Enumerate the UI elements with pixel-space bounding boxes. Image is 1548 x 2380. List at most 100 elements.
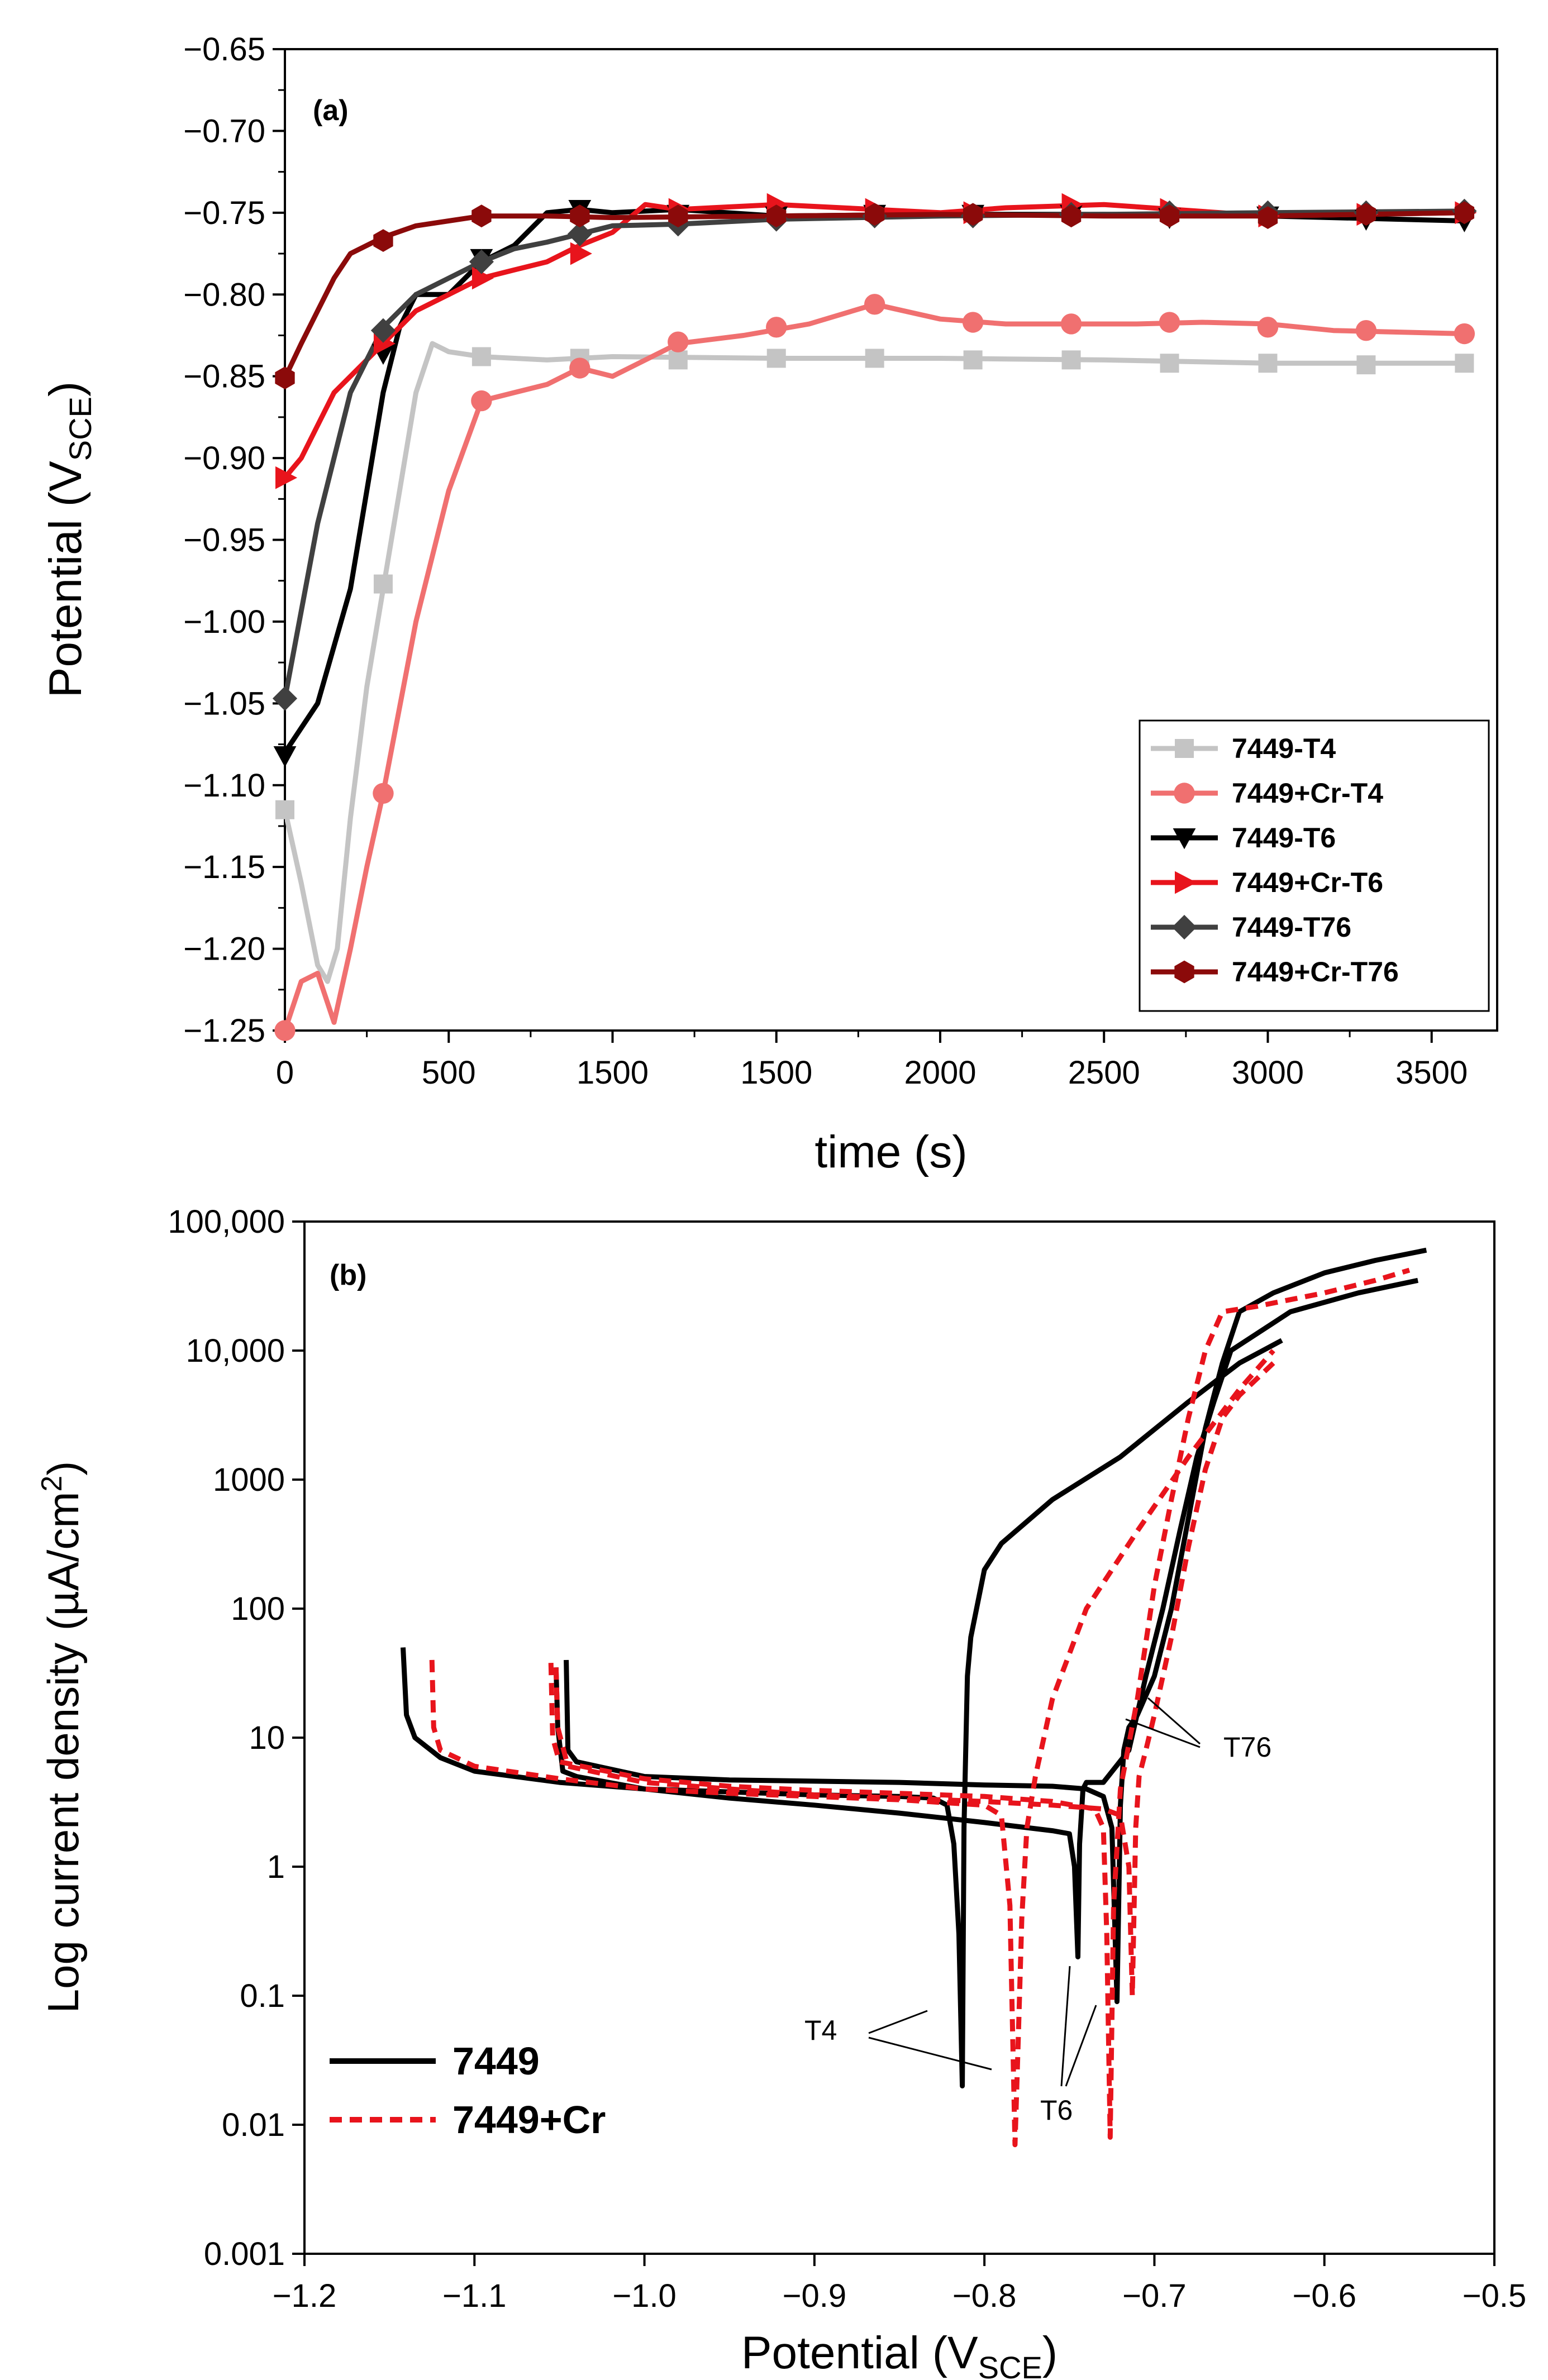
b-y-tick-label: 0.001 bbox=[204, 2236, 285, 2272]
panel-b-series-group bbox=[401, 1247, 1427, 2148]
a-y-tick-label: −0.85 bbox=[183, 359, 265, 395]
panel-b-x-axis-title: Potential (VSCE) bbox=[741, 2327, 1058, 2380]
b-series-line-7449-T6 bbox=[553, 1277, 1419, 1959]
legend-label: 7449-T76 bbox=[1232, 912, 1351, 943]
panel-a-markers-group bbox=[272, 193, 1477, 1041]
legend-label: 7449+Cr-T6 bbox=[1232, 867, 1383, 898]
t4-arrow-1 bbox=[868, 2010, 928, 2034]
panel-a-y-axis: −0.65 −0.70 −0.75 −0.80 −0.85 −0.90 −0.95 −1.00… bbox=[183, 31, 285, 1049]
panel-b-label: (b) bbox=[330, 1259, 366, 1291]
b-series-line-7449-T76 bbox=[564, 1247, 1427, 2005]
a-data-point bbox=[1258, 206, 1278, 230]
legend-label: 7449+Cr-T76 bbox=[1232, 956, 1399, 988]
a-y-tick-label: −1.25 bbox=[183, 1013, 265, 1049]
a-series-line-7449+Cr-T6 bbox=[285, 202, 1465, 480]
legend-label: 7449-T4 bbox=[1232, 733, 1336, 764]
b-y-tick-label: 100,000 bbox=[168, 1204, 285, 1240]
t4-arrow-2 bbox=[868, 2036, 992, 2071]
panel-a-x-axis-title: time (s) bbox=[815, 1127, 967, 1177]
panel-a-series-group bbox=[285, 202, 1465, 1031]
annotation-t4: T4 bbox=[804, 2015, 837, 2046]
t6-arrow-2 bbox=[1065, 2005, 1097, 2087]
a-data-point bbox=[1257, 317, 1279, 338]
a-data-point bbox=[1454, 323, 1475, 345]
panel-a-y-axis-title-group: Potential (VSCE) bbox=[40, 381, 98, 698]
panel-a-legend: 7449-T4 7449+Cr-T4 7449-T6 7449+Cr-T6 7449-T… bbox=[1139, 719, 1490, 1012]
legend-marker bbox=[1174, 960, 1194, 984]
panel-b-annotations bbox=[868, 1697, 1201, 2087]
a-data-point bbox=[668, 204, 688, 228]
a-x-tick-label: 1500 bbox=[740, 1055, 812, 1091]
legend-marker bbox=[1175, 739, 1194, 758]
legend-label: 7449+Cr-T4 bbox=[1232, 778, 1383, 809]
b-x-tick-label: −0.8 bbox=[952, 2278, 1017, 2314]
panel-a-y-axis-title: Potential (VSCE) bbox=[40, 381, 98, 698]
legend-marker bbox=[1175, 871, 1197, 894]
a-y-tick-label: −0.80 bbox=[183, 276, 265, 313]
a-x-tick-label: 2500 bbox=[1068, 1055, 1140, 1091]
b-y-tick-label: 0.01 bbox=[222, 2107, 285, 2143]
a-y-tick-label: −1.15 bbox=[183, 849, 265, 885]
a-y-tick-label: −0.75 bbox=[183, 195, 265, 231]
b-x-tick-label: −0.5 bbox=[1463, 2278, 1527, 2314]
b-y-tick-label: 0.1 bbox=[240, 1978, 285, 2014]
a-data-point bbox=[471, 266, 494, 290]
a-data-point bbox=[963, 350, 983, 370]
a-x-tick-label: 3000 bbox=[1232, 1055, 1304, 1091]
a-y-tick-label: −0.65 bbox=[183, 31, 265, 68]
a-data-point bbox=[766, 317, 787, 338]
t76-arrow-2 bbox=[1147, 1697, 1201, 1745]
a-y-tick-label: −1.00 bbox=[183, 604, 265, 640]
panel-b-y-axis-title-group: Log current density (µA/cm2) bbox=[36, 1461, 88, 2014]
b-legend-label: 7449+Cr bbox=[453, 2098, 606, 2141]
a-series-line-7449-T6 bbox=[285, 207, 1465, 754]
a-y-tick-label: −0.95 bbox=[183, 522, 265, 559]
legend-marker bbox=[1171, 914, 1197, 940]
a-data-point bbox=[370, 318, 396, 343]
panel-a-legend-box bbox=[1139, 719, 1490, 1012]
panel-b-y-axis: 0.001 0.01 0.1 1 10 100 1000 10,000 100,000 bbox=[168, 1204, 304, 2272]
a-data-point bbox=[1356, 203, 1376, 226]
a-series-line-7449+Cr-T76 bbox=[285, 210, 1465, 379]
b-x-tick-label: −0.9 bbox=[783, 2278, 847, 2314]
a-data-point bbox=[275, 466, 298, 489]
a-y-tick-label: −0.70 bbox=[183, 113, 265, 149]
panel-a-x-axis: 0 500 1500 1500 2000 2500 3000 3500 bbox=[276, 1031, 1468, 1091]
a-data-point bbox=[766, 349, 786, 368]
a-data-point bbox=[864, 294, 885, 315]
b-y-tick-label: 1000 bbox=[213, 1462, 285, 1498]
a-data-point bbox=[1061, 350, 1081, 370]
a-data-point bbox=[469, 249, 494, 274]
b-legend-label: 7449 bbox=[453, 2039, 540, 2083]
a-data-point bbox=[1356, 355, 1376, 375]
a-series-line-7449+Cr-T4 bbox=[285, 302, 1465, 1031]
panel-b-y-axis-title: Log current density (µA/cm2) bbox=[36, 1461, 88, 2014]
b-y-tick-label: 1 bbox=[267, 1849, 285, 1885]
a-series-line-7449-T4 bbox=[285, 341, 1465, 984]
a-data-point bbox=[570, 204, 590, 228]
a-x-tick-label: 1500 bbox=[577, 1055, 649, 1091]
b-x-tick-label: −1.2 bbox=[273, 2278, 337, 2314]
b-y-tick-label: 100 bbox=[231, 1591, 285, 1627]
b-x-tick-label: −1.0 bbox=[612, 2278, 677, 2314]
panel-b-legend: 7449 7449+Cr bbox=[330, 2039, 606, 2141]
a-data-point bbox=[471, 204, 492, 228]
a-data-point bbox=[1159, 204, 1180, 228]
a-data-point bbox=[865, 203, 885, 226]
panel-b-x-axis: −1.2 −1.1 −1.0 −0.9 −0.8 −0.7 −0.6 −0.5 bbox=[273, 2254, 1527, 2314]
a-data-point bbox=[373, 229, 393, 252]
a-data-point bbox=[1159, 312, 1180, 333]
a-data-point bbox=[569, 357, 590, 379]
a-data-point bbox=[275, 366, 295, 389]
annotation-t76: T76 bbox=[1223, 1732, 1271, 1763]
a-data-point bbox=[1060, 313, 1082, 335]
b-series-line-7449+Cr-T6 bbox=[548, 1267, 1411, 2140]
a-data-point bbox=[471, 390, 492, 412]
a-x-tick-label: 3500 bbox=[1395, 1055, 1468, 1091]
a-data-point bbox=[273, 746, 297, 767]
a-data-point bbox=[1454, 201, 1475, 225]
a-y-tick-label: −1.05 bbox=[183, 685, 265, 722]
a-x-tick-label: 500 bbox=[422, 1055, 476, 1091]
panel-a-chart: −0.65 −0.70 −0.75 −0.80 −0.85 −0.90 −0.95 −1.00… bbox=[40, 31, 1498, 1177]
